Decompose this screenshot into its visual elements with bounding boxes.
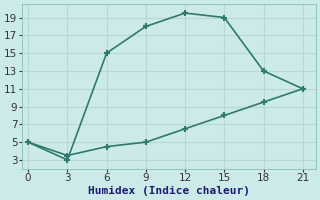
X-axis label: Humidex (Indice chaleur): Humidex (Indice chaleur) — [88, 186, 250, 196]
